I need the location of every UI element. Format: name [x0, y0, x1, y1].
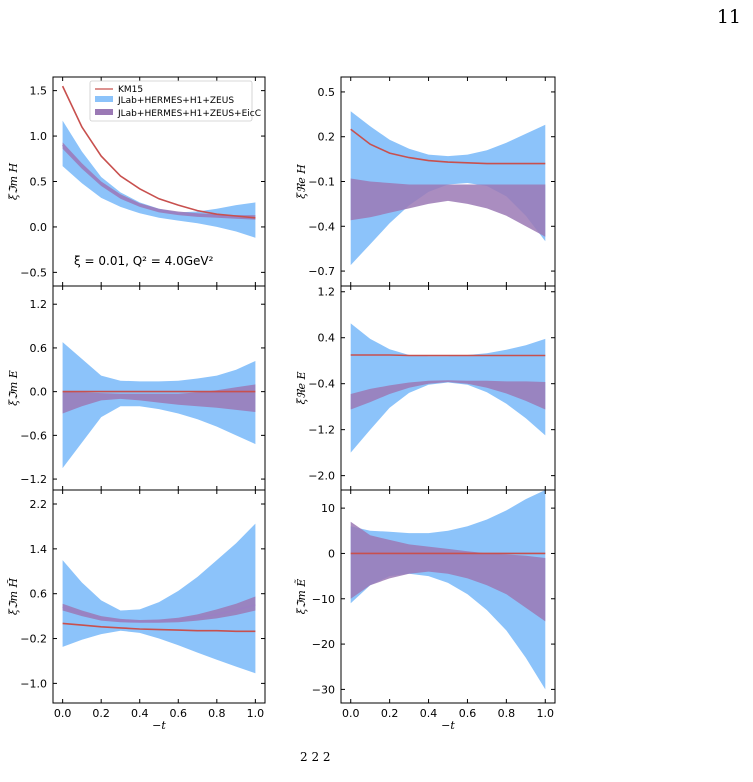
y-tick-label: −1.0	[20, 677, 47, 690]
y-axis-label: ξℑm E	[7, 370, 20, 406]
y-tick-label: −1.2	[308, 424, 335, 437]
band-jlab-hermes-h1-zeus	[350, 111, 546, 266]
band-jlab-hermes-h1-zeus	[62, 120, 256, 238]
band-jlab-hermes-h1-zeus	[62, 523, 256, 674]
legend-swatch-band2	[95, 109, 113, 115]
panel-re-e: −2.0 −1.2 −0.4 0.4 1.2 ξℜe E	[295, 285, 556, 491]
y-tick-label: 1.2	[30, 298, 48, 311]
km15-line	[62, 622, 256, 633]
panel-re-h: −0.7 −0.4 −0.1 0.2 0.5 ξℜe H	[295, 76, 556, 287]
y-tick-label: −30	[312, 683, 335, 696]
panel-im-h: −0.5 0.0 0.5 1.0 1.5 ξℑm H	[7, 76, 266, 287]
y-tick-label: 1.0	[30, 130, 48, 143]
km15-line	[61, 85, 256, 219]
band-with-eicc	[350, 521, 546, 622]
x-tick-label: 0.6	[170, 707, 188, 720]
panel-im-etilde: −30 −20 −10 0 10 0.0 0.2 0.4 0.6 0.8 1.0 ξℑm Ẽ −t	[294, 489, 556, 732]
y-tick-label: 0.0	[30, 386, 48, 399]
y-tick-label: 0.4	[318, 332, 336, 345]
panel-im-e: −1.2 −0.6 0.0 0.6 1.2 ξℑm E	[7, 285, 266, 491]
caption-fragment: 2 2 2	[300, 750, 331, 764]
y-tick-label: 1.5	[30, 85, 48, 98]
band-with-eicc	[350, 178, 546, 237]
y-tick-label: −0.1	[308, 176, 335, 189]
legend-frame	[89, 80, 253, 122]
band-center-line	[62, 144, 256, 219]
y-tick-label: −20	[312, 638, 335, 651]
axes-frame	[52, 489, 266, 704]
x-tick-label: 0.8	[208, 707, 226, 720]
y-tick-label: 0.0	[30, 221, 48, 234]
band-jlab-hermes-h1-zeus	[62, 342, 256, 469]
y-tick-label: −2.0	[308, 470, 335, 483]
x-tick-label: 0.0	[342, 707, 360, 720]
y-tick-label: 0	[328, 547, 335, 560]
band-center-line	[62, 604, 256, 623]
x-tick-label: 0.2	[381, 707, 399, 720]
legend-label-km15: KM15	[118, 85, 143, 95]
y-tick-label: 1.2	[318, 286, 336, 299]
y-axis-label: ξℑm Ẽ	[294, 579, 308, 615]
y-tick-label: 2.2	[30, 498, 48, 511]
x-tick-label: 0.2	[92, 707, 110, 720]
x-tick-label: 0.4	[131, 707, 149, 720]
legend-label-band1: JLab+HERMES+H1+ZEUS	[117, 96, 234, 106]
band-jlab-hermes-h1-zeus	[350, 490, 546, 690]
gpd-figure: −0.5 0.0 0.5 1.0 1.5 ξℑm H −0.7 −0.4 −0.1 0.2 0.5…	[7, 76, 556, 732]
km15-line	[350, 128, 546, 165]
band-with-eicc	[350, 380, 546, 410]
y-tick-label: −0.5	[20, 266, 47, 279]
x-tick-label: 1.0	[537, 707, 555, 720]
y-tick-label: 0.5	[318, 86, 336, 99]
km15-line	[350, 354, 546, 357]
panel-im-htilde: −1.0 −0.2 0.6 1.4 2.2 0.0 0.2 0.4 0.6 0.8 1.0 ξℑm H…	[7, 489, 266, 732]
kinematics-annotation: ξ = 0.01, Q² = 4.0GeV²	[74, 254, 214, 268]
y-tick-label: 0.6	[30, 342, 48, 355]
x-tick-label: 1.0	[247, 707, 265, 720]
x-tick-label: 0.0	[54, 707, 72, 720]
legend: KM15 JLab+HERMES+H1+ZEUS JLab+HERMES+H1+…	[89, 80, 261, 122]
y-tick-label: −0.6	[20, 429, 47, 442]
y-tick-label: 1.4	[30, 543, 48, 556]
y-tick-label: −0.4	[308, 220, 335, 233]
y-tick-label: −0.7	[308, 265, 335, 278]
y-tick-label: −0.4	[308, 378, 335, 391]
x-axis-label: −t	[152, 719, 166, 732]
y-tick-label: 0.5	[30, 176, 48, 189]
y-axis-label: ξℑm H	[7, 162, 20, 200]
y-tick-label: −1.2	[20, 473, 47, 486]
y-tick-label: 0.2	[318, 131, 336, 144]
y-tick-label: −0.2	[20, 633, 47, 646]
axes-frame	[340, 489, 556, 704]
y-axis-label: ξℜe E	[295, 371, 308, 404]
x-tick-label: 0.6	[459, 707, 477, 720]
y-axis-label: ξℜe H	[295, 164, 308, 199]
y-tick-label: −10	[312, 593, 335, 606]
x-tick-label: 0.4	[420, 707, 438, 720]
x-tick-label: 0.8	[498, 707, 516, 720]
legend-swatch-band1	[95, 96, 113, 102]
y-tick-label: 10	[321, 502, 335, 515]
x-axis-label: −t	[441, 719, 455, 732]
y-tick-label: 0.6	[30, 588, 48, 601]
page-number: 11	[716, 6, 741, 28]
y-axis-label: ξℑm H̃	[7, 577, 20, 615]
legend-label-band2: JLab+HERMES+H1+ZEUS+EicC	[117, 109, 261, 119]
